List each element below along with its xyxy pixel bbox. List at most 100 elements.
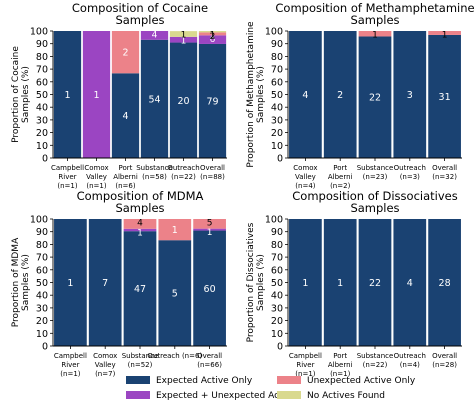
bar-segment xyxy=(323,31,357,158)
y-axis-label-line: Samples (%) xyxy=(256,66,266,123)
bar-segment xyxy=(198,31,227,33)
y-tick-label: 40 xyxy=(271,103,283,114)
x-tick-label: Alberni xyxy=(328,361,353,369)
bar-segment xyxy=(193,230,226,346)
bar-segment xyxy=(358,31,392,37)
y-tick-label: 80 xyxy=(271,240,283,251)
y-tick-label: 50 xyxy=(36,278,48,289)
data-label: 1 xyxy=(337,278,343,289)
y-tick-label: 20 xyxy=(271,316,283,327)
bar-segment xyxy=(140,39,169,158)
y-tick-label: 60 xyxy=(271,265,283,276)
data-label: 20 xyxy=(177,96,189,107)
y-tick-label: 40 xyxy=(271,291,283,302)
y-tick-label: 40 xyxy=(36,291,48,302)
x-tick-label: Port xyxy=(333,164,347,172)
y-tick-label: 100 xyxy=(265,27,283,38)
bar-segment xyxy=(158,219,192,241)
x-tick-label: Outreach xyxy=(394,352,426,360)
chart-title-line: Composition of Methamphetamine xyxy=(275,1,474,15)
data-label: 1 xyxy=(181,36,187,46)
y-tick-label: 80 xyxy=(271,52,283,63)
y-axis-label-line: Samples (%) xyxy=(21,66,31,123)
y-tick-label: 70 xyxy=(36,65,48,76)
x-tick-label: (n=1) xyxy=(86,182,106,190)
chart-title-line: Samples xyxy=(350,201,399,215)
x-tick-label: (n=6) xyxy=(115,182,135,190)
data-label: 1 xyxy=(302,278,308,289)
y-tick-label: 100 xyxy=(30,27,48,38)
x-tick-label: (n=2) xyxy=(330,182,350,190)
x-tick-label: Overall xyxy=(200,164,225,172)
data-label: 79 xyxy=(206,96,218,107)
bar-segment xyxy=(428,34,461,159)
legend-label-expected-only: Expected Active Only xyxy=(156,376,253,386)
chart-panel-4: Composition of DissociativesSamples Propo… xyxy=(246,189,462,378)
x-tick-label: Substance xyxy=(357,164,394,172)
y-tick-label: 90 xyxy=(271,227,283,238)
y-axis-label: Proportion of MDMASamples (%) xyxy=(11,237,31,327)
y-axis-label-line: Samples (%) xyxy=(256,254,266,311)
data-label: 1 xyxy=(442,31,448,41)
bar-segment xyxy=(140,31,169,40)
x-tick-label: Alberni xyxy=(113,173,138,181)
data-label: 1 xyxy=(67,278,73,289)
data-label: 7 xyxy=(102,278,108,289)
x-tick-label: Valley xyxy=(86,173,107,181)
y-axis-label-line: Proportion of Dissociatives xyxy=(246,222,256,342)
bar-segment xyxy=(111,31,140,74)
chart-title-line: Composition of Dissociatives xyxy=(292,189,457,203)
y-tick-label: 60 xyxy=(36,265,48,276)
data-label: 2 xyxy=(210,32,216,42)
x-tick-label: Port xyxy=(119,164,133,172)
bar-segment xyxy=(123,231,157,346)
legend-swatch-expected-plus-unexpected xyxy=(126,391,150,399)
x-tick-label: River xyxy=(296,361,314,369)
data-label: 22 xyxy=(369,278,381,289)
y-tick-label: 20 xyxy=(36,128,48,139)
bar-segment xyxy=(198,43,227,159)
legend-swatch-no-actives xyxy=(277,391,301,399)
legend-label-expected-plus-unexpected: Expected + Unexpected Actives xyxy=(156,391,301,401)
x-tick-label: (n=1) xyxy=(60,370,80,378)
data-label: 1 xyxy=(93,90,99,101)
y-tick-label: 50 xyxy=(271,90,283,101)
chart-title-line: Composition of Cocaine xyxy=(72,1,208,15)
x-tick-label: (n=22) xyxy=(171,173,196,181)
bar-segment xyxy=(169,31,198,37)
legend-label-no-actives: No Actives Found xyxy=(307,391,385,401)
x-tick-label: Port xyxy=(333,352,347,360)
data-label: 1 xyxy=(372,31,378,41)
data-label: 6 xyxy=(210,35,216,45)
x-tick-label: Comox xyxy=(84,164,108,172)
y-tick-label: 20 xyxy=(271,128,283,139)
y-tick-label: 0 xyxy=(42,342,48,353)
legend: Expected Active Only Unexpected Active O… xyxy=(126,376,416,401)
bar-segment xyxy=(123,228,157,232)
y-axis-label: Proportion of DissociativesSamples (%) xyxy=(246,222,266,342)
y-tick-label: 30 xyxy=(271,303,283,314)
x-tick-label: Substance xyxy=(136,164,173,172)
x-tick-label: (n=28) xyxy=(432,361,457,369)
y-axis-label: Proportion of CocaineSamples (%) xyxy=(11,46,31,143)
y-tick-label: 90 xyxy=(271,39,283,50)
x-tick-label: River xyxy=(58,173,76,181)
y-axis-label: Proportion of MethamphetamineSamples (%) xyxy=(246,21,266,168)
chart-panel-2: Composition of MethamphetamineSamples Pro… xyxy=(246,1,474,190)
x-tick-label: (n=1) xyxy=(330,370,350,378)
x-tick-label: Valley xyxy=(95,361,116,369)
x-tick-label: (n=1) xyxy=(295,370,315,378)
x-tick-label: River xyxy=(61,361,79,369)
data-label: 2 xyxy=(337,90,343,101)
y-tick-label: 0 xyxy=(42,154,48,165)
bar-segment xyxy=(82,31,111,158)
x-tick-label: (n=58) xyxy=(142,173,167,181)
x-tick-label: (n=66) xyxy=(197,361,222,369)
bar-segment xyxy=(54,219,87,346)
chart-title-line: Samples xyxy=(115,13,164,27)
x-tick-label: Alberni xyxy=(328,173,353,181)
x-tick-label: Comox xyxy=(93,352,117,360)
y-tick-label: 10 xyxy=(271,329,283,340)
x-tick-label: (n=52) xyxy=(128,361,153,369)
y-axis-label-line: Samples (%) xyxy=(21,254,31,311)
